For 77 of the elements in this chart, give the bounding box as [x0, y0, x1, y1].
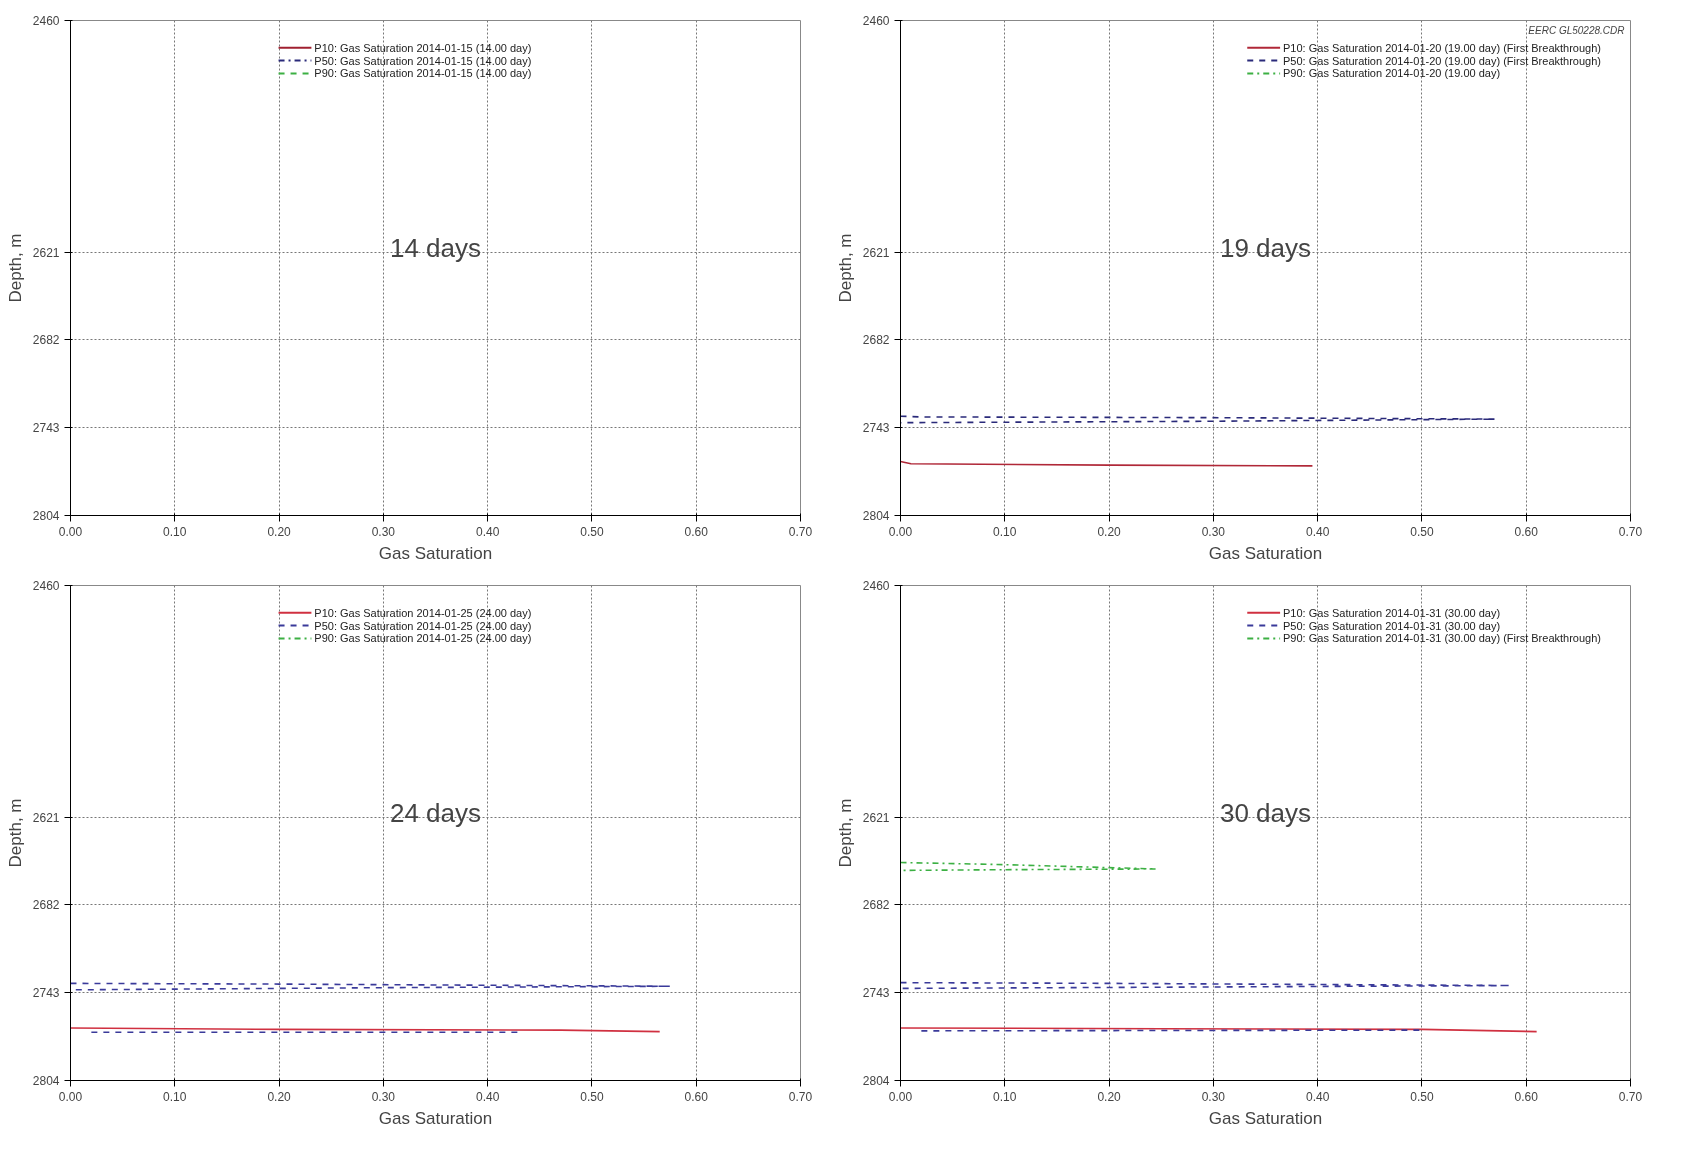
y-axis-title: Depth, m	[835, 798, 855, 868]
annotation: 19 days	[1219, 233, 1312, 264]
x-tick-label: 0.10	[163, 1089, 187, 1104]
x-tick-label: 0.60	[1514, 524, 1539, 539]
x-tick-label: 0.20	[267, 1089, 292, 1104]
y-tick-label: 2682	[32, 333, 60, 348]
x-tick-label: 0.20	[1097, 524, 1122, 539]
x-tick-label: 0.60	[1514, 1089, 1539, 1104]
y-axis-title: Depth, m	[835, 233, 855, 303]
legend-label: P10: Gas Saturation 2014-01-25 (24.00 day)	[314, 606, 532, 619]
x-tick-label: 0.00	[888, 524, 913, 539]
x-tick-label: 0.60	[684, 524, 709, 539]
legend-label: P10: Gas Saturation 2014-01-15 (14.00 day)	[314, 41, 532, 54]
x-axis-title: Gas Saturation	[1208, 1108, 1323, 1128]
x-tick-label: 0.00	[58, 1089, 83, 1104]
y-tick-label: 2621	[862, 810, 890, 825]
legend-label: P50: Gas Saturation 2014-01-20 (19.00 day) (First Breakthrough)	[1283, 54, 1601, 67]
x-tick-label: 0.10	[993, 524, 1017, 539]
x-tick-label: 0.30	[1201, 524, 1226, 539]
annotation: 14 days	[389, 233, 482, 264]
y-axis-title: Depth, m	[5, 233, 25, 303]
x-tick-label: 0.70	[1618, 524, 1643, 539]
y-tick-label: 2460	[862, 14, 890, 28]
x-tick-label: 0.20	[267, 524, 292, 539]
y-tick-label: 2743	[862, 986, 890, 1001]
legend-label: P90: Gas Saturation 2014-01-20 (19.00 day)	[1283, 67, 1501, 80]
x-tick-label: 0.10	[163, 524, 187, 539]
x-tick-label: 0.00	[58, 524, 83, 539]
annotation: EERC GL50228.CDR	[1528, 24, 1625, 36]
y-tick-label: 2621	[32, 810, 60, 825]
y-tick-label: 2804	[32, 1074, 60, 1088]
y-tick-label: 2804	[862, 1074, 890, 1088]
x-tick-label: 0.50	[580, 524, 604, 539]
x-tick-label: 0.40	[1305, 1089, 1330, 1104]
annotation: 30 days	[1219, 798, 1312, 829]
x-tick-label: 0.50	[1410, 524, 1434, 539]
legend-label: P50: Gas Saturation 2014-01-15 (14.00 day)	[314, 54, 532, 67]
x-tick-label: 0.60	[684, 1089, 709, 1104]
x-tick-label: 0.50	[580, 1089, 604, 1104]
annotation: 24 days	[389, 798, 482, 829]
y-tick-label: 2743	[32, 986, 60, 1001]
y-tick-label: 2460	[32, 579, 60, 593]
y-axis-title: Depth, m	[5, 798, 25, 868]
x-tick-label: 0.40	[475, 524, 500, 539]
x-axis-title: Gas Saturation	[378, 1108, 493, 1128]
x-tick-label: 0.30	[1201, 1089, 1226, 1104]
y-tick-label: 2682	[862, 898, 890, 913]
y-tick-label: 2682	[862, 333, 890, 348]
x-tick-label: 0.30	[371, 524, 396, 539]
y-tick-label: 2804	[862, 509, 890, 523]
y-tick-label: 2460	[32, 14, 60, 28]
y-tick-label: 2621	[32, 245, 60, 260]
x-tick-label: 0.20	[1097, 1089, 1122, 1104]
x-tick-label: 0.70	[1618, 1089, 1643, 1104]
legend-label: P50: Gas Saturation 2014-01-31 (30.00 day)	[1283, 619, 1501, 632]
y-tick-label: 2743	[862, 421, 890, 436]
y-tick-label: 2621	[862, 245, 890, 260]
x-tick-label: 0.70	[788, 524, 813, 539]
x-tick-label: 0.40	[1305, 524, 1330, 539]
x-tick-label: 0.40	[475, 1089, 500, 1104]
legend-label: P90: Gas Saturation 2014-01-25 (24.00 day)	[314, 632, 532, 645]
x-tick-label: 0.30	[371, 1089, 396, 1104]
x-axis-title: Gas Saturation	[378, 543, 493, 563]
x-tick-label: 0.50	[1410, 1089, 1434, 1104]
legend-label: P90: Gas Saturation 2014-01-15 (14.00 day)	[314, 67, 532, 80]
y-tick-label: 2460	[862, 579, 890, 593]
legend-label: P10: Gas Saturation 2014-01-20 (19.00 day) (First Breakthrough)	[1283, 41, 1601, 54]
y-tick-label: 2743	[32, 421, 60, 436]
legend-label: P90: Gas Saturation 2014-01-31 (30.00 day) (First Breakthrough)	[1283, 632, 1601, 645]
y-tick-label: 2682	[32, 898, 60, 913]
x-tick-label: 0.10	[993, 1089, 1017, 1104]
y-tick-label: 2804	[32, 509, 60, 523]
x-axis-title: Gas Saturation	[1208, 543, 1323, 563]
legend-label: P10: Gas Saturation 2014-01-31 (30.00 day)	[1283, 606, 1501, 619]
x-tick-label: 0.00	[888, 1089, 913, 1104]
legend-label: P50: Gas Saturation 2014-01-25 (24.00 day)	[314, 619, 532, 632]
x-tick-label: 0.70	[788, 1089, 813, 1104]
